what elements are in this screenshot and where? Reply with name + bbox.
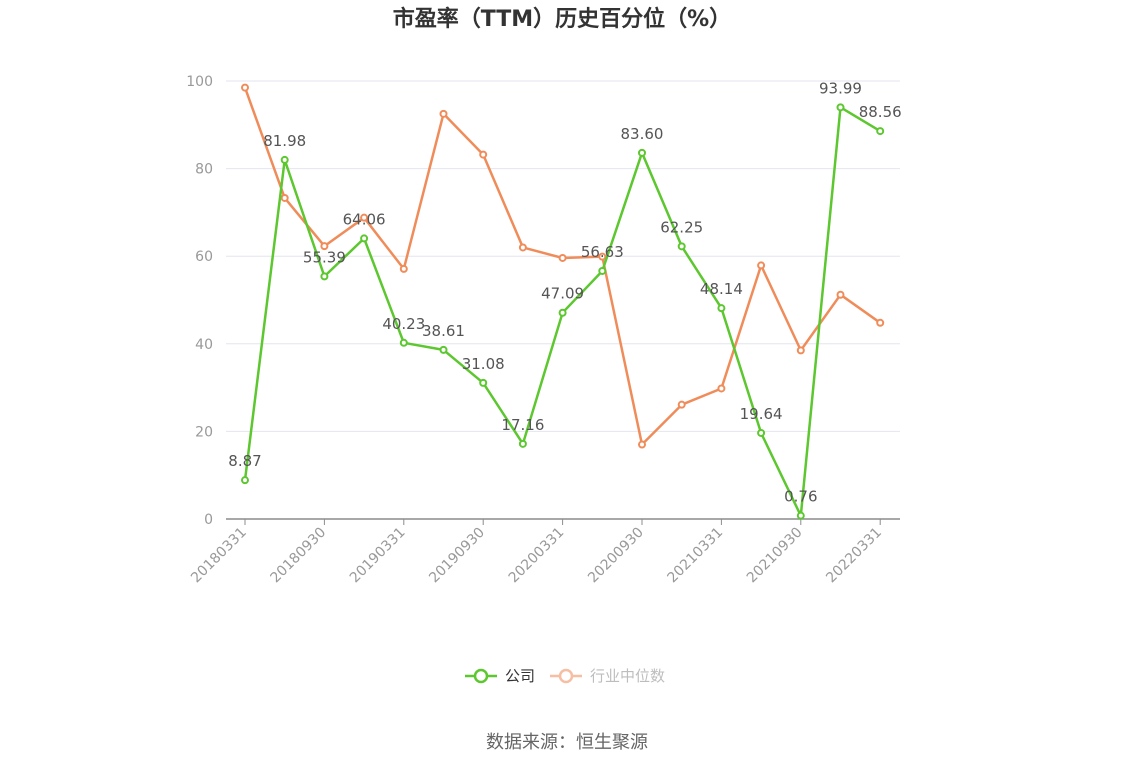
data-label: 56.63 (581, 243, 624, 261)
data-point (479, 150, 488, 159)
data-point (241, 83, 249, 92)
data-point (479, 378, 488, 387)
source-note: 数据来源：恒生聚源 (486, 732, 648, 753)
legend-label: 公司 (505, 667, 535, 685)
data-point (836, 103, 845, 112)
y-tick-label: 0 (204, 512, 213, 528)
x-tick-label: 20210930 (744, 525, 806, 587)
x-tick-label: 20200930 (585, 525, 647, 587)
data-point (518, 439, 527, 448)
data-label: 17.16 (501, 416, 544, 434)
data-point (439, 345, 448, 354)
data-label: 64.06 (343, 210, 386, 228)
x-tick-label: 20210331 (665, 525, 727, 587)
y-tick-label: 100 (186, 74, 213, 90)
data-point (796, 511, 805, 520)
data-point (677, 242, 686, 251)
data-point (638, 148, 646, 157)
data-point (757, 428, 766, 437)
data-point (876, 318, 885, 327)
data-label: 8.87 (228, 452, 261, 470)
data-point (399, 264, 408, 273)
data-label: 19.64 (740, 405, 783, 423)
data-point (558, 308, 567, 317)
y-tick-label: 80 (195, 162, 213, 178)
legend-item-0[interactable]: 公司 (465, 667, 535, 685)
x-tick-label: 20180331 (188, 525, 250, 587)
data-point (876, 127, 885, 136)
data-point (598, 252, 607, 261)
data-point (757, 261, 766, 270)
series-layer (241, 83, 885, 520)
y-tick-label: 20 (195, 424, 213, 440)
data-point (320, 242, 329, 251)
data-point (598, 266, 607, 275)
data-point (717, 304, 726, 313)
data-point (241, 476, 249, 485)
axes: 0 20 40 60 80 100 20180331 20180930 20190331 2019… (186, 74, 900, 586)
data-label: 88.56 (859, 103, 902, 121)
x-tick-label: 20180930 (268, 525, 330, 587)
legend-marker (473, 668, 489, 684)
data-point (836, 290, 845, 299)
x-tick-label: 20220331 (823, 525, 885, 587)
data-label: 83.60 (621, 125, 664, 143)
data-label: 0.76 (784, 488, 817, 506)
data-point (399, 338, 408, 347)
data-label: 48.14 (700, 280, 743, 298)
data-point (796, 346, 805, 355)
data-label: 38.61 (422, 322, 465, 340)
legend[interactable]: 公司 行业中位数 (465, 667, 665, 685)
data-label: 93.99 (819, 79, 862, 97)
data-label: 31.08 (462, 355, 505, 373)
data-label: 47.09 (541, 285, 584, 303)
chart-title: 市盈率（TTM）历史百分位（%） (393, 6, 731, 32)
legend-marker (558, 668, 574, 684)
data-point (360, 213, 369, 222)
x-tick-label: 20190331 (347, 525, 409, 587)
y-tick-label: 60 (195, 249, 213, 265)
x-tick-label: 20190930 (426, 525, 488, 587)
data-point (439, 109, 448, 118)
x-tick-label: 20200331 (506, 525, 568, 587)
data-point (518, 243, 527, 252)
data-label: 81.98 (263, 132, 306, 150)
legend-label: 行业中位数 (590, 667, 665, 685)
data-label: 62.25 (660, 218, 703, 236)
data-point (638, 440, 646, 449)
data-point (280, 193, 289, 202)
data-label: 40.23 (382, 315, 425, 333)
data-point (280, 155, 289, 164)
data-label: 55.39 (303, 248, 346, 266)
data-point (558, 253, 567, 262)
data-point (717, 384, 726, 393)
y-tick-label: 40 (195, 337, 213, 353)
data-point (320, 272, 329, 281)
data-point (360, 234, 369, 243)
data-point (677, 400, 686, 409)
legend-item-1[interactable]: 行业中位数 (550, 667, 665, 685)
